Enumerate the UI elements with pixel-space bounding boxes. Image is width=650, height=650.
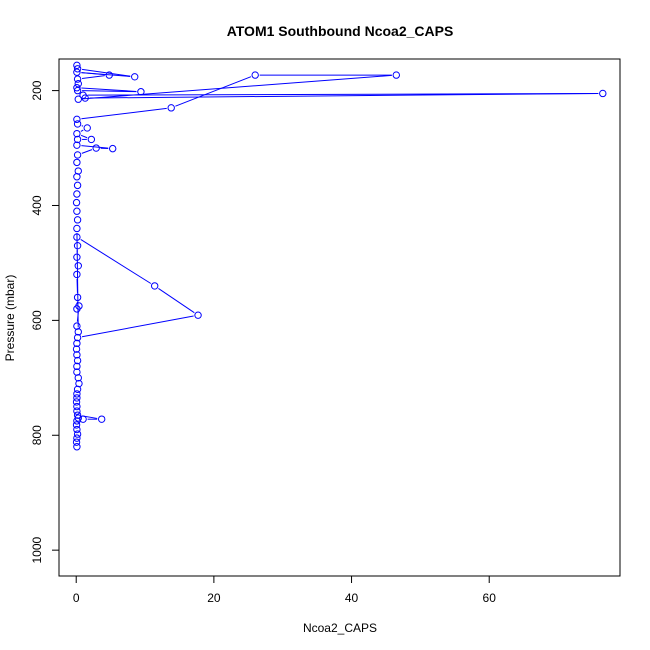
x-tick-label: 60 [483, 591, 497, 605]
series-line-segment [81, 68, 131, 77]
data-point [73, 253, 81, 261]
data-point [251, 71, 259, 79]
data-point [73, 443, 81, 451]
data-point [137, 88, 145, 96]
series-line-segment [81, 125, 84, 127]
y-tick-label: 800 [30, 425, 44, 445]
y-axis: 200 400 600 800 1000 [30, 80, 60, 564]
data-point [73, 86, 82, 95]
y-tick-label: 1000 [30, 536, 44, 563]
chart-title: ATOM1 Southbound Ncoa2_CAPS [227, 23, 454, 39]
y-tick-label: 200 [30, 80, 44, 100]
data-point [108, 144, 117, 153]
data-point [73, 224, 81, 233]
y-tick-label: 600 [30, 310, 44, 330]
data-point [75, 379, 83, 388]
series-line-segment [87, 92, 599, 96]
data-point [73, 181, 82, 190]
data-point [75, 302, 83, 310]
data-point [73, 430, 82, 438]
data-point [79, 91, 87, 99]
data-point [74, 80, 82, 88]
data-point [73, 394, 81, 402]
data-point [97, 415, 106, 423]
series-line-segment [81, 315, 194, 338]
plot-area [72, 61, 607, 451]
x-axis: 0 20 40 60 [73, 575, 497, 605]
data-point [73, 293, 82, 302]
data-point [72, 421, 81, 429]
x-tick-label: 20 [207, 591, 221, 605]
series-line-segment [80, 239, 152, 284]
y-tick-label: 400 [30, 195, 44, 215]
data-point [73, 141, 81, 149]
data-point [73, 61, 81, 70]
data-point [105, 71, 113, 79]
data-point [73, 368, 81, 376]
data-point [150, 282, 159, 290]
series-line-segment [81, 149, 93, 154]
series-line-segment [81, 107, 167, 120]
data-point [73, 241, 82, 250]
data-point [73, 407, 81, 415]
data-point [73, 158, 81, 167]
data-point [73, 270, 81, 279]
data-point [83, 124, 91, 132]
data-point [73, 411, 82, 419]
data-point [167, 104, 175, 112]
x-tick-label: 0 [73, 591, 80, 605]
data-point [73, 216, 82, 224]
data-point [73, 65, 82, 73]
x-axis-label: Ncoa2_CAPS [303, 621, 377, 635]
series-line-segment [81, 87, 137, 92]
data-point [599, 89, 607, 98]
series-line-segment [81, 75, 105, 80]
data-point [72, 438, 81, 446]
data-point [73, 434, 81, 442]
series-line-segment [175, 76, 252, 107]
data-point [73, 402, 81, 411]
series-line-segment [158, 288, 195, 314]
data-point [73, 207, 81, 215]
data-point [74, 328, 82, 336]
data-point [73, 425, 81, 434]
data-point [79, 415, 87, 423]
data-point [73, 351, 81, 359]
series-line-segment [81, 145, 109, 149]
data-point [73, 135, 82, 144]
data-point [73, 129, 81, 138]
data-point [87, 135, 96, 144]
data-point [73, 233, 81, 241]
data-point [73, 333, 82, 342]
series-line-segment [82, 90, 137, 93]
data-point [73, 362, 81, 371]
data-point [73, 120, 82, 128]
data-point [73, 339, 81, 348]
data-point [72, 345, 81, 353]
data-point [131, 73, 139, 81]
data-point [73, 115, 81, 124]
data-point [72, 198, 81, 207]
data-point [74, 262, 82, 270]
data-point [73, 390, 81, 398]
data-point [92, 144, 100, 152]
data-point [392, 71, 400, 79]
data-point [72, 398, 81, 406]
data-point [74, 414, 82, 422]
data-point [73, 356, 82, 365]
data-point [194, 311, 202, 319]
data-point [73, 75, 82, 83]
series-line-segment [80, 129, 84, 132]
data-point [74, 167, 82, 175]
data-point [73, 151, 82, 159]
data-point [73, 84, 81, 92]
data-point [74, 95, 82, 103]
y-axis-label: Pressure (mbar) [3, 275, 17, 362]
data-point [73, 190, 81, 198]
x-tick-label: 40 [345, 591, 359, 605]
series-line-segment [80, 134, 88, 139]
